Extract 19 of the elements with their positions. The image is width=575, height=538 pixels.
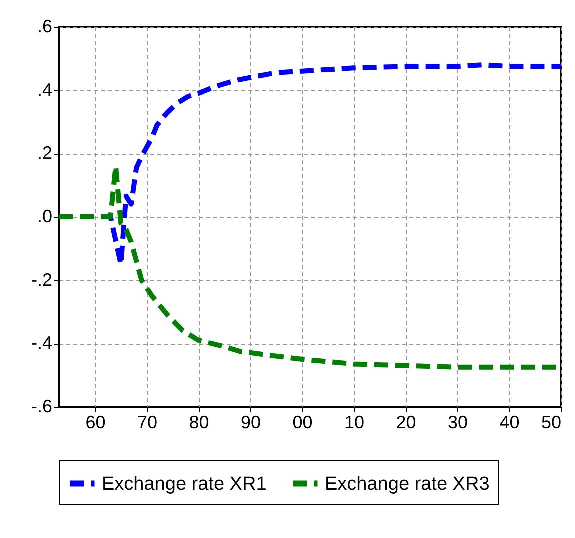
x-tick-label: 20 — [396, 412, 416, 432]
x-tick-label: 80 — [189, 412, 210, 432]
x-tick-label: 40 — [500, 412, 520, 432]
legend-label: Exchange rate XR1 — [102, 474, 267, 495]
x-tick-label: 00 — [292, 412, 313, 432]
legend-label: Exchange rate XR3 — [325, 474, 490, 495]
x-tick-label: 60 — [86, 412, 106, 432]
y-tick-label: .6 — [37, 16, 52, 36]
y-tick-label: -.2 — [31, 270, 52, 290]
y-tick-label: .4 — [37, 80, 52, 100]
x-tick-label: 10 — [344, 412, 365, 432]
x-tick-label: 50 — [541, 412, 562, 432]
y-tick-label: .2 — [37, 143, 52, 164]
x-tick-label: 70 — [137, 412, 158, 432]
y-tick-label: -.6 — [31, 396, 52, 416]
y-tick-label: .0 — [37, 206, 52, 226]
y-tick-label: -.4 — [31, 333, 52, 354]
x-tick-label: 90 — [240, 412, 261, 432]
x-tick-label: 30 — [448, 412, 468, 432]
